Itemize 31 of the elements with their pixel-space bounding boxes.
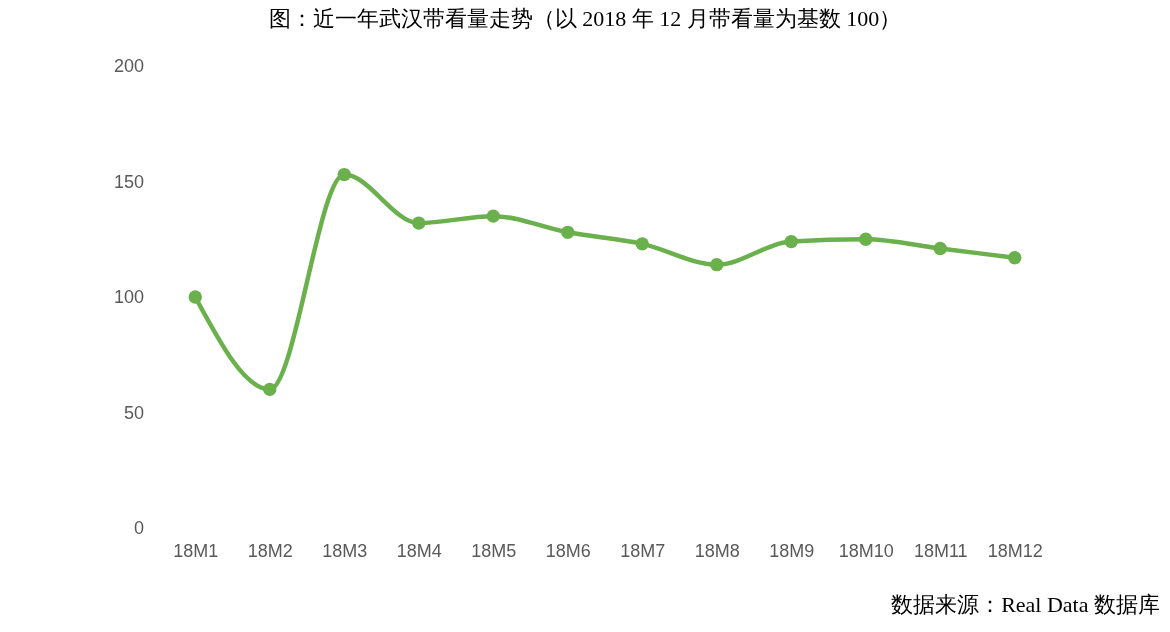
x-tick-label: 18M8 xyxy=(694,540,740,561)
x-tick-label: 18M12 xyxy=(987,540,1043,561)
point xyxy=(859,232,873,246)
point xyxy=(710,258,724,272)
x-tick-label: 18M10 xyxy=(838,540,894,561)
point xyxy=(933,241,947,256)
chart-title: 图：近一年武汉带看量走势（以 2018 年 12 月带看量为基数 100） xyxy=(268,6,902,31)
x-tick-label: 18M11 xyxy=(913,540,968,561)
y-tick-label: 100 xyxy=(113,287,144,308)
point xyxy=(412,216,426,230)
point xyxy=(337,167,351,182)
x-tick-label: 18M1 xyxy=(173,540,219,561)
point xyxy=(784,234,798,249)
x-tick-label: 18M2 xyxy=(247,540,293,561)
x-tick-label: 18M5 xyxy=(471,540,517,561)
point xyxy=(1008,251,1022,265)
point xyxy=(188,290,202,304)
y-tick-label: 0 xyxy=(133,518,144,539)
y-tick-label: 200 xyxy=(113,56,144,77)
x-tick-label: 18M4 xyxy=(396,540,442,561)
x-tick-label: 18M3 xyxy=(322,540,368,561)
point xyxy=(263,382,277,397)
x-tick-label: 18M9 xyxy=(769,540,815,561)
point xyxy=(486,209,500,223)
y-tick-label: 50 xyxy=(123,402,144,423)
point xyxy=(635,237,649,251)
y-tick-label: 150 xyxy=(113,171,144,192)
source-note: 数据来源：Real Data 数据库 xyxy=(891,592,1160,617)
x-tick-label: 18M7 xyxy=(620,540,666,561)
point xyxy=(561,225,575,239)
x-tick-label: 18M6 xyxy=(545,540,591,561)
